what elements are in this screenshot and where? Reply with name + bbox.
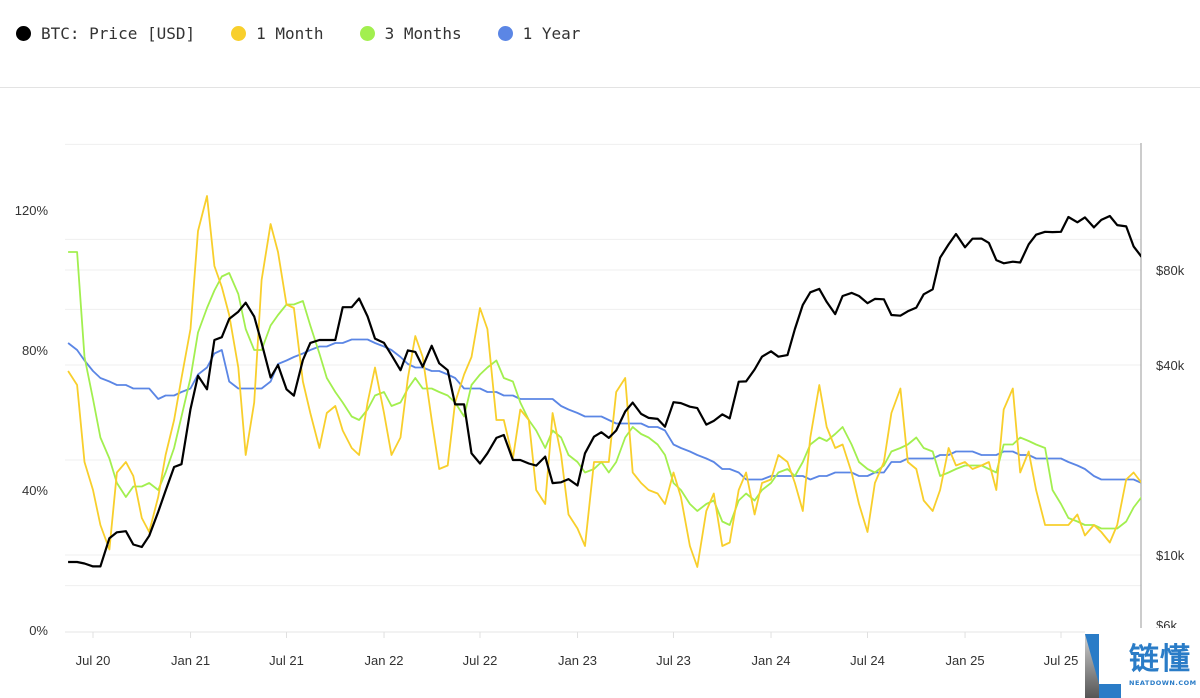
- legend-item-1-month[interactable]: 1 Month: [231, 24, 324, 43]
- legend-item-3-months[interactable]: 3 Months: [359, 24, 462, 43]
- x-tick-label: Jul 23: [656, 653, 691, 668]
- legend-dot-icon: [497, 26, 513, 41]
- series-line-3-months: [68, 251, 1141, 530]
- left-axis-tick-label: 0%: [29, 623, 48, 638]
- series-line-btc-price-usd: [68, 214, 1141, 568]
- right-axis-tick-label: $80k: [1156, 263, 1185, 278]
- legend-label: 3 Months: [384, 24, 462, 43]
- right-axis-tick-label: $40k: [1156, 358, 1185, 373]
- x-tick-label: Jan 24: [752, 653, 791, 668]
- legend-dot-icon: [359, 26, 375, 41]
- watermark-l-icon: [1085, 634, 1121, 698]
- left-axis-tick-label: 40%: [22, 483, 48, 498]
- x-tick-label: Jul 25: [1044, 653, 1079, 668]
- watermark-url: NEATDOWN.COM: [1129, 679, 1197, 687]
- watermark-logo: 链懂 NEATDOWN.COM: [1085, 628, 1200, 698]
- legend-dot-icon: [16, 26, 31, 41]
- left-axis-tick-label: 120%: [15, 203, 49, 218]
- series-line-1-month: [67, 195, 1141, 568]
- legend-item-btc-price[interactable]: BTC: Price [USD]: [16, 24, 195, 43]
- x-tick-label: Jul 22: [463, 653, 498, 668]
- watermark-text: 链懂: [1129, 642, 1191, 677]
- x-tick-label: Jan 25: [946, 653, 985, 668]
- right-axis-tick-label: $10k: [1156, 548, 1185, 563]
- legend-label: BTC: Price [USD]: [41, 24, 196, 43]
- legend-item-1-year[interactable]: 1 Year: [497, 24, 581, 43]
- x-tick-label: Jan 23: [558, 653, 597, 668]
- legend-dot-icon: [231, 26, 247, 41]
- header-divider: [0, 87, 1200, 88]
- legend-label: 1 Month: [256, 24, 324, 43]
- x-tick-label: Jul 21: [269, 653, 304, 668]
- x-tick-label: Jan 22: [365, 653, 404, 668]
- chart-legend: BTC: Price [USD] 1 Month 3 Months 1 Year: [16, 24, 616, 43]
- x-tick-label: Jul 20: [76, 653, 111, 668]
- left-axis-tick-label: 80%: [22, 343, 48, 358]
- legend-label: 1 Year: [522, 24, 581, 43]
- x-tick-label: Jul 24: [850, 653, 885, 668]
- series-line-1-year: [67, 338, 1141, 484]
- x-tick-label: Jan 21: [171, 653, 210, 668]
